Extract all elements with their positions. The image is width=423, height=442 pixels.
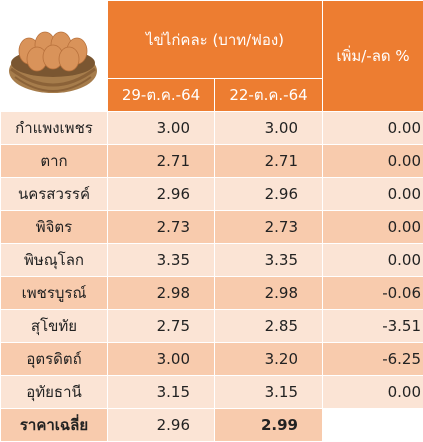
province: พิษณุโลก: [1, 244, 108, 277]
price-current: 2.96: [108, 178, 215, 211]
change-percent: 0.00: [323, 145, 423, 178]
header-title: ไข่ไก่คละ (บาท/ฟอง): [108, 1, 323, 79]
egg-image-cell: [1, 1, 108, 112]
price-current: 3.00: [108, 343, 215, 376]
price-current: 2.71: [108, 145, 215, 178]
header-change: เพิ่ม/-ลด %: [323, 1, 423, 112]
change-percent: -0.06: [323, 277, 423, 310]
footer-label: ราคาเฉลี่ย: [1, 409, 108, 442]
price-previous: 3.20: [215, 343, 323, 376]
footer-value: 2.99: [215, 409, 323, 442]
price-current: 3.15: [108, 376, 215, 409]
province: กำแพงเพชร: [1, 112, 108, 145]
change-percent: 0.00: [323, 112, 423, 145]
header-date: 29-ต.ค.-64: [108, 79, 215, 112]
price-previous: 2.98: [215, 277, 323, 310]
province: ตาก: [1, 145, 108, 178]
province: อุทัยธานี: [1, 376, 108, 409]
price-current: 3.35: [108, 244, 215, 277]
price-previous: 2.85: [215, 310, 323, 343]
province: นครสวรรค์: [1, 178, 108, 211]
header-date: 22-ต.ค.-64: [215, 79, 323, 112]
price-previous: 3.35: [215, 244, 323, 277]
price-previous: 2.73: [215, 211, 323, 244]
change-percent: 0.00: [323, 376, 423, 409]
footer-empty: [323, 409, 423, 442]
price-previous: 2.96: [215, 178, 323, 211]
change-percent: 0.00: [323, 178, 423, 211]
price-current: 2.98: [108, 277, 215, 310]
footer-value: 2.96: [108, 409, 215, 442]
price-table: ไข่ไก่คละ (บาท/ฟอง) เพิ่ม/-ลด % 29-ต.ค.-…: [0, 0, 423, 442]
province: สุโขทัย: [1, 310, 108, 343]
change-percent: -6.25: [323, 343, 423, 376]
price-current: 3.00: [108, 112, 215, 145]
egg-basket: [1, 1, 106, 107]
change-percent: 0.00: [323, 244, 423, 277]
province: พิจิตร: [1, 211, 108, 244]
change-percent: -3.51: [323, 310, 423, 343]
change-percent: 0.00: [323, 211, 423, 244]
price-current: 2.73: [108, 211, 215, 244]
province: เพชรบูรณ์: [1, 277, 108, 310]
province: อุตรดิตถ์: [1, 343, 108, 376]
price-previous: 2.71: [215, 145, 323, 178]
page: ไข่ไก่คละ (บาท/ฟอง) เพิ่ม/-ลด % 29-ต.ค.-…: [0, 0, 423, 438]
price-previous: 3.00: [215, 112, 323, 145]
price-previous: 3.15: [215, 376, 323, 409]
price-current: 2.75: [108, 310, 215, 343]
